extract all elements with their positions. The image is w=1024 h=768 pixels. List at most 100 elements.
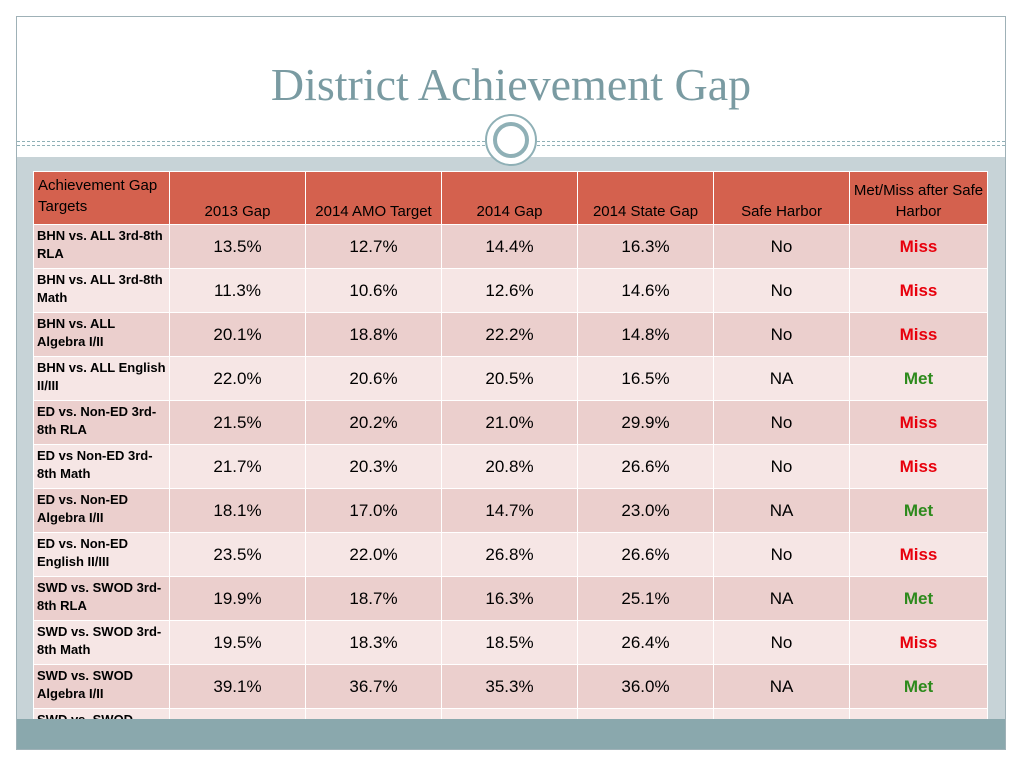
table-cell: 13.5%	[169, 224, 306, 269]
table-cell: 12.6%	[441, 268, 578, 313]
table-cell: 16.3%	[577, 224, 714, 269]
gap-target-label: BHN vs. ALL Algebra I/II	[33, 312, 170, 357]
table-cell: 26.8%	[441, 532, 578, 577]
table-cell: 20.6%	[305, 356, 442, 401]
footer-band	[17, 719, 1005, 749]
table-cell: 20.1%	[169, 312, 306, 357]
table-cell: NA	[713, 488, 850, 533]
table-row: SWD vs. SWOD 3rd-8th Math 19.5% 18.3% 18.5%…	[33, 620, 988, 665]
table-cell: 26.6%	[577, 532, 714, 577]
table-cell: No	[713, 224, 850, 269]
table-cell: 26.4%	[577, 620, 714, 665]
gap-target-label: SWD vs. SWOD 3rd-8th Math	[33, 620, 170, 665]
status-cell: Met	[849, 488, 988, 533]
table-cell: 14.8%	[577, 312, 714, 357]
table-cell: No	[713, 400, 850, 445]
table-cell: No	[713, 444, 850, 489]
table-cell: 16.5%	[577, 356, 714, 401]
table-cell: No	[713, 620, 850, 665]
table-cell: NA	[713, 576, 850, 621]
column-header: 2014 AMO Target	[305, 171, 442, 225]
column-header: Met/Miss after Safe Harbor	[849, 171, 988, 225]
table-cell: 18.5%	[441, 620, 578, 665]
table-cell: 16.3%	[441, 576, 578, 621]
column-header: 2014 State Gap	[577, 171, 714, 225]
table-cell: No	[713, 532, 850, 577]
status-cell: Miss	[849, 444, 988, 489]
table-cell: 36.0%	[577, 664, 714, 709]
gap-target-label: SWD vs. SWOD Algebra I/II	[33, 664, 170, 709]
table-cell: 21.0%	[441, 400, 578, 445]
circle-ornament-icon	[485, 114, 537, 166]
table-cell: 25.1%	[577, 576, 714, 621]
table-cell: 29.9%	[577, 400, 714, 445]
table-row: ED vs. Non-ED Algebra I/II 18.1% 17.0% 14.7…	[33, 488, 988, 533]
table-cell: 35.3%	[441, 664, 578, 709]
status-cell: Met	[849, 664, 988, 709]
table-cell: 18.1%	[169, 488, 306, 533]
gap-target-label: BHN vs. ALL English II/III	[33, 356, 170, 401]
table-cell: 18.3%	[305, 620, 442, 665]
table-cell: No	[713, 268, 850, 313]
table-cell: 22.0%	[305, 532, 442, 577]
table-cell: 26.6%	[577, 444, 714, 489]
table-cell: 19.9%	[169, 576, 306, 621]
slide: District Achievement Gap Achievement Gap…	[16, 16, 1006, 750]
table-row: BHN vs. ALL 3rd-8th Math 11.3% 10.6% 12.6% 1…	[33, 268, 988, 313]
status-cell: Miss	[849, 224, 988, 269]
table-cell: No	[713, 312, 850, 357]
table-cell: 20.3%	[305, 444, 442, 489]
table-row: ED vs Non-ED 3rd-8th Math 21.7% 20.3% 20.8%…	[33, 444, 988, 489]
table-cell: NA	[713, 664, 850, 709]
gap-target-label: BHN vs. ALL 3rd-8th Math	[33, 268, 170, 313]
status-cell: Met	[849, 356, 988, 401]
table-cell: 23.0%	[577, 488, 714, 533]
achievement-gap-table: Achievement Gap Targets 2013 Gap 2014 AM…	[33, 171, 988, 749]
table-cell: NA	[713, 356, 850, 401]
table-header-row: Achievement Gap Targets 2013 Gap 2014 AM…	[33, 171, 988, 225]
column-header: Safe Harbor	[713, 171, 850, 225]
table-cell: 18.8%	[305, 312, 442, 357]
table-cell: 14.6%	[577, 268, 714, 313]
table-row: ED vs. Non-ED English II/III 23.5% 22.0% 26…	[33, 532, 988, 577]
table-cell: 20.5%	[441, 356, 578, 401]
status-cell: Miss	[849, 532, 988, 577]
table-cell: 14.4%	[441, 224, 578, 269]
table-body: BHN vs. ALL 3rd-8th RLA 13.5% 12.7% 14.4% 16…	[33, 224, 988, 749]
gap-target-label: ED vs Non-ED 3rd-8th Math	[33, 444, 170, 489]
table-row: BHN vs. ALL English II/III 22.0% 20.6% 20.5…	[33, 356, 988, 401]
status-cell: Miss	[849, 312, 988, 357]
status-cell: Met	[849, 576, 988, 621]
gap-target-label: ED vs. Non-ED English II/III	[33, 532, 170, 577]
table-row: BHN vs. ALL 3rd-8th RLA 13.5% 12.7% 14.4% 16…	[33, 224, 988, 269]
table-cell: 19.5%	[169, 620, 306, 665]
column-header: Achievement Gap Targets	[33, 171, 170, 225]
table-cell: 36.7%	[305, 664, 442, 709]
gap-target-label: BHN vs. ALL 3rd-8th RLA	[33, 224, 170, 269]
table-cell: 22.0%	[169, 356, 306, 401]
table-cell: 12.7%	[305, 224, 442, 269]
table-cell: 17.0%	[305, 488, 442, 533]
table-cell: 22.2%	[441, 312, 578, 357]
gap-target-label: SWD vs. SWOD 3rd-8th RLA	[33, 576, 170, 621]
table-row: SWD vs. SWOD Algebra I/II 39.1% 36.7% 35.3%…	[33, 664, 988, 709]
column-header: 2014 Gap	[441, 171, 578, 225]
table-cell: 10.6%	[305, 268, 442, 313]
column-header: 2013 Gap	[169, 171, 306, 225]
table-cell: 21.7%	[169, 444, 306, 489]
table-cell: 11.3%	[169, 268, 306, 313]
gap-target-label: ED vs. Non-ED Algebra I/II	[33, 488, 170, 533]
table-cell: 18.7%	[305, 576, 442, 621]
table-cell: 39.1%	[169, 664, 306, 709]
table-cell: 23.5%	[169, 532, 306, 577]
table-cell: 14.7%	[441, 488, 578, 533]
table-row: SWD vs. SWOD 3rd-8th RLA 19.9% 18.7% 16.3% 2…	[33, 576, 988, 621]
slide-title: District Achievement Gap	[270, 59, 752, 110]
gap-target-label: ED vs. Non-ED 3rd-8th RLA	[33, 400, 170, 445]
status-cell: Miss	[849, 400, 988, 445]
table-cell: 20.2%	[305, 400, 442, 445]
table-cell: 20.8%	[441, 444, 578, 489]
status-cell: Miss	[849, 620, 988, 665]
status-cell: Miss	[849, 268, 988, 313]
table-row: BHN vs. ALL Algebra I/II 20.1% 18.8% 22.2% 1…	[33, 312, 988, 357]
